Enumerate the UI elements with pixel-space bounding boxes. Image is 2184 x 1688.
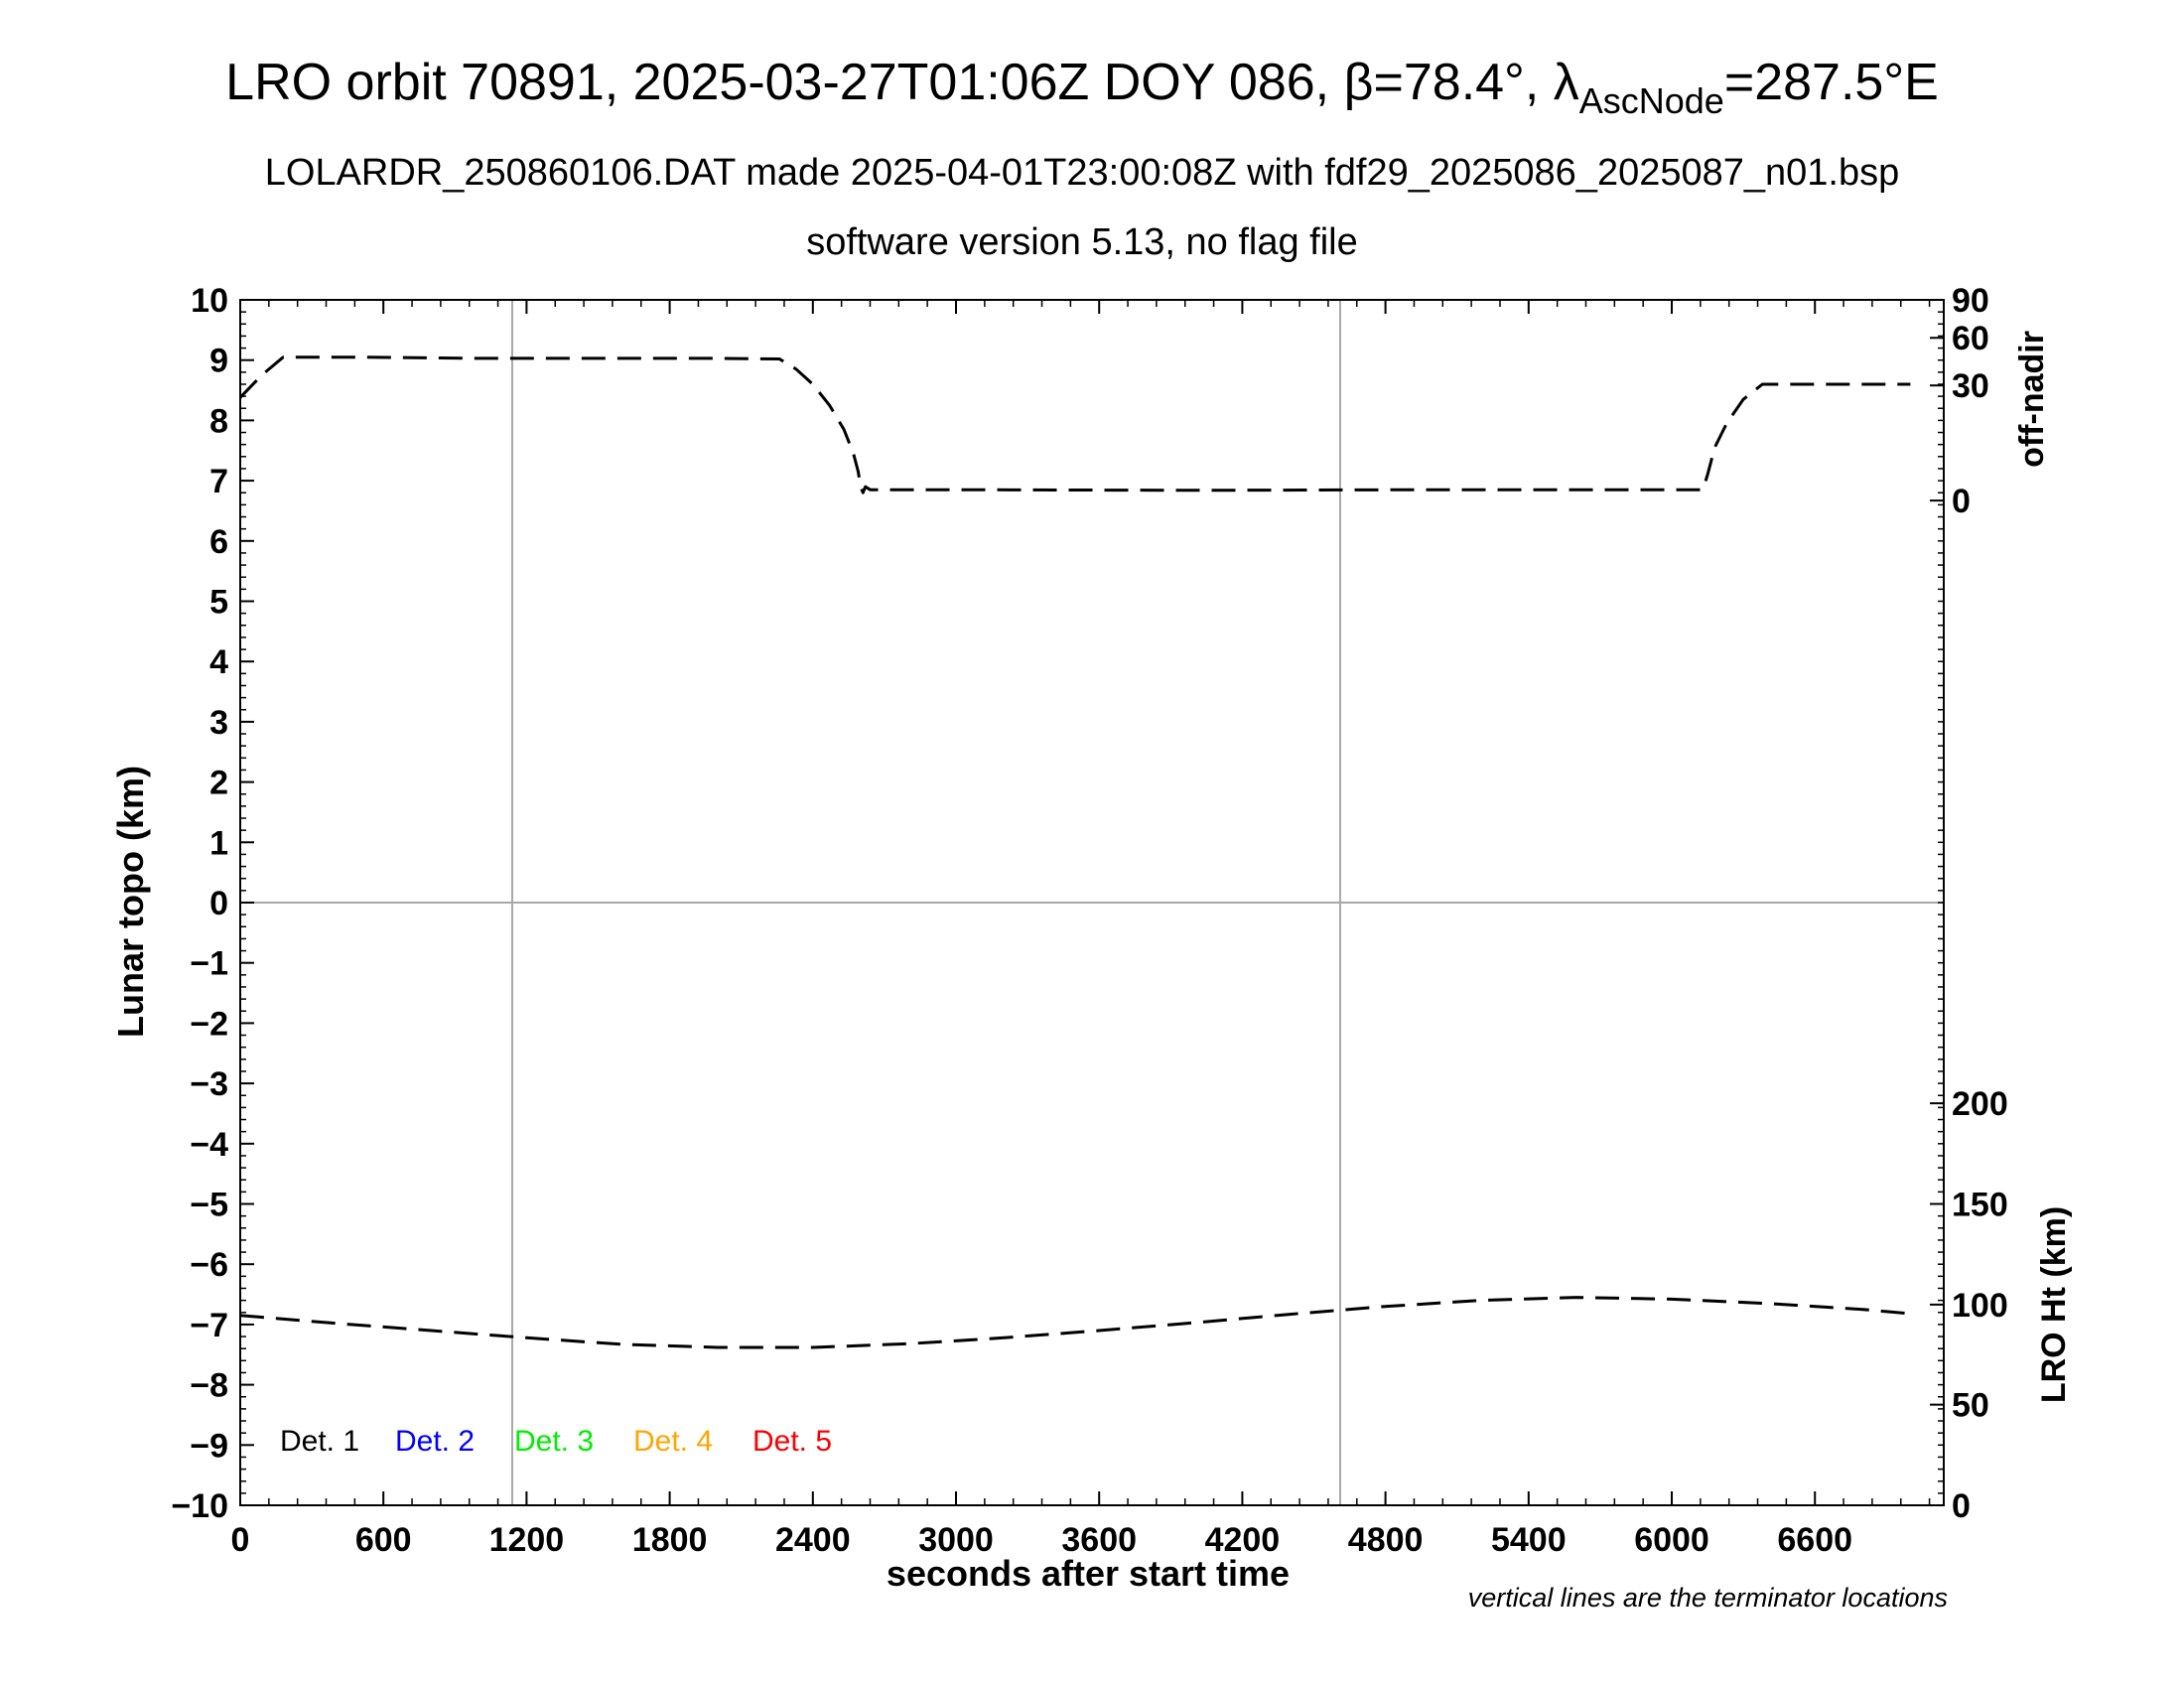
y-tick-label: 8 xyxy=(209,402,228,440)
x-tick-label: 3000 xyxy=(918,1521,994,1559)
right-bottom-tick-label: 200 xyxy=(1952,1085,2008,1123)
y-tick-label: 9 xyxy=(209,343,228,380)
y-tick-label: −6 xyxy=(190,1246,228,1284)
chart-title-suffix: =287.5°E xyxy=(1724,54,1939,111)
x-tick-label: 6600 xyxy=(1777,1521,1852,1559)
y-tick-label: 4 xyxy=(209,643,228,681)
legend: Det. 1 Det. 2 Det. 3 Det. 4 Det. 5 xyxy=(280,1425,832,1458)
y-tick-label: 3 xyxy=(209,704,228,742)
chart-title-prefix: LRO orbit 70891, 2025-03-27T01:06Z DOY 0… xyxy=(225,54,1579,111)
chart-title: LRO orbit 70891, 2025-03-27T01:06Z DOY 0… xyxy=(225,54,1939,121)
footnote: vertical lines are the terminator locati… xyxy=(1468,1583,1948,1613)
y-tick-label: 7 xyxy=(209,463,228,500)
right-bottom-tick-label: 100 xyxy=(1952,1287,2008,1325)
chart-title-subscript: AscNode xyxy=(1579,80,1724,121)
right-bottom-tick-label: 50 xyxy=(1952,1387,1989,1425)
x-axis-label: seconds after start time xyxy=(887,1553,1290,1594)
ticks xyxy=(239,299,1944,1506)
y-tick-label: −3 xyxy=(190,1065,228,1103)
grid xyxy=(240,300,1944,1505)
legend-entry: Det. 1 xyxy=(280,1425,359,1458)
y-tick-label: 1 xyxy=(209,824,228,862)
y-tick-label: −10 xyxy=(171,1487,228,1525)
x-tick-label: 4800 xyxy=(1348,1521,1424,1559)
y-tick-label: −9 xyxy=(190,1427,228,1465)
series-layer xyxy=(238,355,1911,1349)
y-tick-label: 6 xyxy=(209,523,228,561)
right-bottom-tick-label: 150 xyxy=(1952,1187,2008,1224)
right-bottom-tick-label: 0 xyxy=(1952,1487,1971,1525)
x-tick-label: 6000 xyxy=(1634,1521,1709,1559)
y-axis-label-left: Lunar topo (km) xyxy=(110,766,151,1038)
x-tick-label: 3600 xyxy=(1061,1521,1137,1559)
x-tick-label: 1200 xyxy=(489,1521,565,1559)
series-line-lro_height xyxy=(239,1296,1911,1349)
y-tick-label: 5 xyxy=(209,584,228,622)
y-tick-label: −5 xyxy=(190,1187,228,1224)
y-tick-label: 2 xyxy=(209,765,228,802)
y-tick-label: −7 xyxy=(190,1307,228,1344)
right-top-tick-label: 30 xyxy=(1952,367,1989,405)
y-tick-label: −1 xyxy=(190,945,228,983)
x-tick-label: 4200 xyxy=(1205,1521,1281,1559)
right-top-tick-label: 60 xyxy=(1952,320,1989,357)
legend-entry: Det. 5 xyxy=(752,1425,832,1458)
y-tick-label: −2 xyxy=(190,1005,228,1043)
x-tick-label: 1800 xyxy=(632,1521,708,1559)
right-top-tick-label: 0 xyxy=(1952,483,1971,520)
y-tick-label: −4 xyxy=(190,1126,228,1164)
chart-subtitle-2: software version 5.13, no flag file xyxy=(806,221,1358,263)
right-top-tick-label: 90 xyxy=(1952,282,1989,320)
y-axis-label-right-bottom: LRO Ht (km) xyxy=(2035,1206,2073,1403)
y-tick-label: −8 xyxy=(190,1367,228,1405)
x-tick-label: 5400 xyxy=(1491,1521,1567,1559)
x-tick-label: 2400 xyxy=(775,1521,851,1559)
y-tick-label: 0 xyxy=(209,885,228,922)
x-tick-label: 0 xyxy=(231,1521,250,1559)
legend-entry: Det. 2 xyxy=(395,1425,475,1458)
y-tick-label: 10 xyxy=(191,282,228,320)
x-tick-label: 600 xyxy=(355,1521,412,1559)
chart-subtitle: LOLARDR_250860106.DAT made 2025-04-01T23… xyxy=(265,152,1900,194)
y-axis-label-right-top: off-nadir xyxy=(2013,331,2051,468)
tick-labels: 0 600 1200 1800 2400 3000 3600 4200 4800 5400 6000… xyxy=(171,282,2007,1559)
legend-entry: Det. 3 xyxy=(514,1425,594,1458)
series-line-off_nadir xyxy=(238,355,1911,494)
legend-entry: Det. 4 xyxy=(633,1425,713,1458)
